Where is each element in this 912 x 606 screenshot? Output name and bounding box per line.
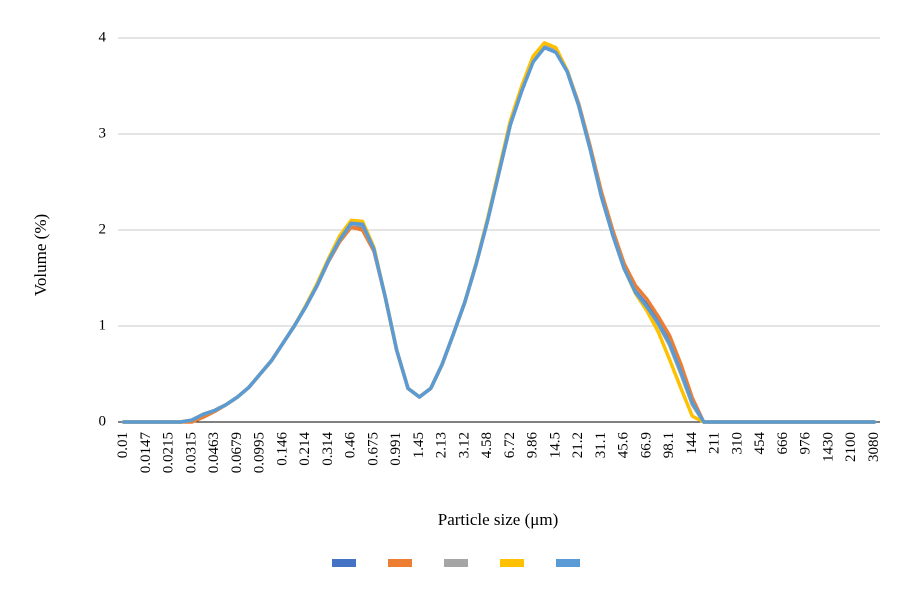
y-tick-label: 1 xyxy=(99,317,107,333)
x-tick-label: 1430 xyxy=(820,432,836,462)
x-tick-label: 0.01 xyxy=(115,432,131,458)
series-line xyxy=(121,41,877,424)
x-tick-label: 45.6 xyxy=(616,432,632,459)
x-tick-label: 0.146 xyxy=(274,432,290,466)
x-tick-label: 2.13 xyxy=(434,432,450,458)
x-tick-label: 6.72 xyxy=(502,432,518,458)
x-tick-label: 1.45 xyxy=(411,432,427,458)
x-tick-label: 21.2 xyxy=(570,432,586,458)
y-tick-label: 0 xyxy=(99,413,107,429)
series-line xyxy=(121,45,877,424)
x-tick-label: 0.991 xyxy=(388,432,404,466)
x-tick-label: 3.12 xyxy=(456,432,472,458)
x-tick-label: 3080 xyxy=(866,432,882,462)
x-tick-label: 14.5 xyxy=(547,432,563,458)
x-tick-label: 9.86 xyxy=(525,432,541,459)
x-axis-title: Particle size (μm) xyxy=(438,510,559,529)
x-tick-label: 211 xyxy=(707,432,723,454)
x-tick-label: 0.0679 xyxy=(229,432,245,473)
series-line xyxy=(121,44,877,424)
x-tick-label: 0.0315 xyxy=(183,432,199,473)
x-tick-label: 454 xyxy=(752,432,768,455)
x-tick-label: 4.58 xyxy=(479,432,495,458)
x-tick-label: 310 xyxy=(729,432,745,455)
series-line xyxy=(121,43,877,424)
x-tick-label: 31.1 xyxy=(593,432,609,458)
x-tick-label: 144 xyxy=(684,432,700,455)
x-tick-label: 0.675 xyxy=(365,432,381,466)
x-tick-label: 0.0463 xyxy=(206,432,222,473)
x-tick-label: 0.214 xyxy=(297,432,313,466)
x-tick-label: 2100 xyxy=(843,432,859,462)
x-tick-label: 0.0995 xyxy=(252,432,268,473)
x-tick-label: 0.314 xyxy=(320,432,336,466)
y-tick-label: 3 xyxy=(99,125,107,141)
series-line xyxy=(121,45,877,424)
x-tick-label: 0.0215 xyxy=(161,432,177,473)
y-tick-label: 2 xyxy=(99,221,107,237)
x-tick-label: 0.46 xyxy=(343,432,359,459)
x-tick-label: 666 xyxy=(775,432,791,455)
y-axis-title: Volume (%) xyxy=(31,214,50,296)
x-tick-label: 98.1 xyxy=(661,432,677,458)
x-tick-label: 0.0147 xyxy=(138,432,154,474)
x-tick-label: 66.9 xyxy=(638,432,654,458)
y-tick-label: 4 xyxy=(99,29,107,45)
x-tick-label: 976 xyxy=(798,432,814,455)
